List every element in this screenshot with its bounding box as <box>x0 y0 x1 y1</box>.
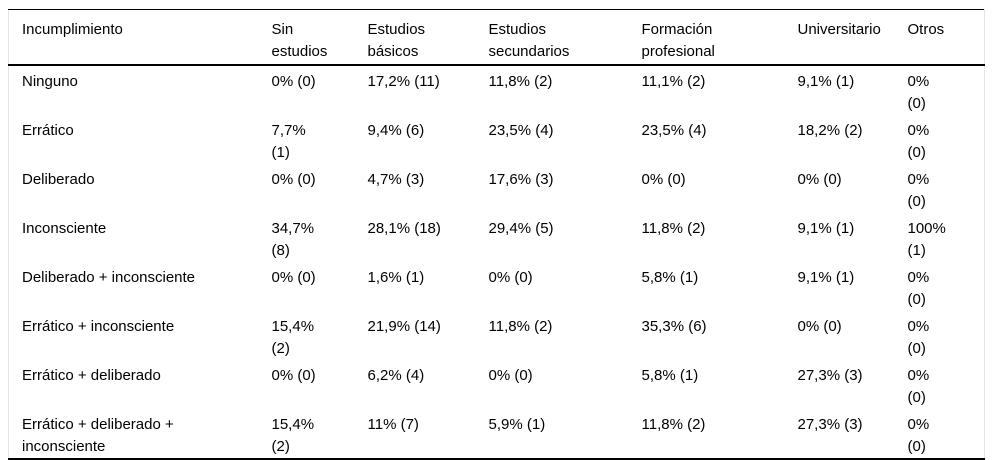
incumplimiento-by-education-table: Incumplimiento Sin estudios Estudios bás… <box>8 9 985 460</box>
cell: 27,3% (3) <box>797 367 863 384</box>
cell: 0% (0) <box>907 73 930 112</box>
row-label: Deliberado + inconsciente <box>22 269 196 286</box>
header-row: Incumplimiento Sin estudios Estudios bás… <box>8 10 985 65</box>
row-label: Inconsciente <box>22 220 107 237</box>
cell: 29,4% (5) <box>488 220 554 237</box>
row-label: Errático + deliberado <box>22 367 161 384</box>
col-header-estudios-secundarios: Estudios secundarios <box>488 21 570 60</box>
row-label: Ninguno <box>22 73 78 90</box>
cell: 0% (0) <box>488 367 533 384</box>
row-label: Errático <box>22 122 74 139</box>
cell: 27,3% (3) <box>797 416 863 433</box>
cell: 0% (0) <box>797 318 842 335</box>
col-header-formacion-profesional: Formación profesional <box>641 21 715 60</box>
col-header-otros: Otros <box>907 21 945 38</box>
cell: 1,6% (1) <box>367 269 425 286</box>
row-label: Errático + inconsciente <box>22 318 175 335</box>
table-row-deliberado-inconsciente: Deliberado + inconsciente 0% (0) 1,6% (1… <box>9 262 985 311</box>
cell: 0% (0) <box>271 269 316 286</box>
table-row-deliberado: Deliberado 0% (0) 4,7% (3) 17,6% (3) 0% … <box>9 164 985 213</box>
cell: 28,1% (18) <box>367 220 441 237</box>
cell: 5,9% (1) <box>488 416 546 433</box>
results-table-container: Incumplimiento Sin estudios Estudios bás… <box>8 9 985 460</box>
table-row-erratico-deliberado-inconsciente: Errático + deliberado + inconsciente 15,… <box>9 409 985 459</box>
cell: 0% (0) <box>907 367 930 406</box>
cell: 11,8% (2) <box>641 416 706 433</box>
cell: 15,4% (2) <box>271 318 315 357</box>
cell: 0% (0) <box>907 122 930 161</box>
cell: 34,7% (8) <box>271 220 315 259</box>
cell: 9,1% (1) <box>797 269 855 286</box>
col-header-incumplimiento: Incumplimiento <box>22 21 123 38</box>
cell: 11,8% (2) <box>488 318 553 335</box>
cell: 11% (7) <box>367 416 419 433</box>
col-header-universitario: Universitario <box>797 21 881 38</box>
cell: 11,1% (2) <box>641 73 706 90</box>
cell: 23,5% (4) <box>488 122 554 139</box>
cell: 5,8% (1) <box>641 269 699 286</box>
cell: 100% (1) <box>907 220 946 259</box>
cell: 0% (0) <box>271 367 316 384</box>
cell: 0% (0) <box>271 73 316 90</box>
cell: 9,1% (1) <box>797 73 855 90</box>
cell: 6,2% (4) <box>367 367 425 384</box>
cell: 18,2% (2) <box>797 122 863 139</box>
cell: 11,8% (2) <box>641 220 706 237</box>
table-row-inconsciente: Inconsciente 34,7% (8) 28,1% (18) 29,4% … <box>9 213 985 262</box>
cell: 9,4% (6) <box>367 122 425 139</box>
cell: 23,5% (4) <box>641 122 707 139</box>
table-row-erratico-inconsciente: Errático + inconsciente 15,4% (2) 21,9% … <box>9 311 985 360</box>
cell: 11,8% (2) <box>488 73 553 90</box>
cell: 0% (0) <box>907 318 930 357</box>
table-row-ninguno: Ninguno 0% (0) 17,2% (11) 11,8% (2) 11,1… <box>9 65 985 115</box>
row-label: Deliberado <box>22 171 95 188</box>
cell: 4,7% (3) <box>367 171 425 188</box>
table-row-erratico-deliberado: Errático + deliberado 0% (0) 6,2% (4) 0%… <box>9 360 985 409</box>
cell: 0% (0) <box>271 171 316 188</box>
row-label: Errático + deliberado + inconsciente <box>22 416 174 455</box>
cell: 5,8% (1) <box>641 367 699 384</box>
cell: 7,7% (1) <box>271 122 306 161</box>
cell: 17,2% (11) <box>367 73 440 90</box>
cell: 9,1% (1) <box>797 220 855 237</box>
cell: 0% (0) <box>907 171 930 210</box>
cell: 17,6% (3) <box>488 171 554 188</box>
table-row-erratico: Errático 7,7% (1) 9,4% (6) 23,5% (4) 23,… <box>9 115 985 164</box>
cell: 0% (0) <box>907 416 930 455</box>
col-header-sin-estudios: Sin estudios <box>271 21 328 60</box>
cell: 15,4% (2) <box>271 416 315 455</box>
cell: 0% (0) <box>641 171 686 188</box>
cell: 0% (0) <box>907 269 930 308</box>
cell: 0% (0) <box>488 269 533 286</box>
col-header-estudios-basicos: Estudios básicos <box>367 21 426 60</box>
cell: 0% (0) <box>797 171 842 188</box>
cell: 35,3% (6) <box>641 318 707 335</box>
cell: 21,9% (14) <box>367 318 441 335</box>
